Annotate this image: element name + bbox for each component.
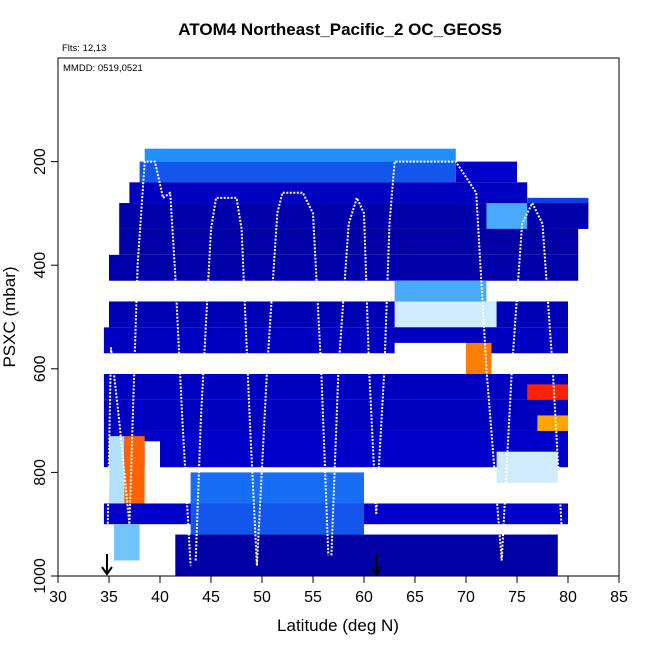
x-tick-label-10: 80 bbox=[559, 589, 577, 606]
x-tick-label-7: 65 bbox=[406, 589, 424, 606]
flight-track-4 bbox=[375, 160, 503, 561]
y-tick-label-1: 400 bbox=[32, 252, 49, 279]
x-tick-label-11: 85 bbox=[610, 589, 628, 606]
heatmap-cell-12 bbox=[103, 327, 569, 354]
date-annotation: MMDD: 0519,0521 bbox=[63, 63, 143, 74]
heatmap-cell-14 bbox=[466, 342, 492, 374]
y-tick-label-4: 1000 bbox=[32, 558, 49, 594]
heatmap-cell-9 bbox=[394, 280, 487, 302]
flights-annotation: Flts: 12,13 bbox=[62, 43, 106, 54]
heatmap-cell-0 bbox=[144, 148, 456, 162]
x-tick-label-2: 40 bbox=[151, 589, 169, 606]
x-tick-label-5: 55 bbox=[304, 589, 322, 606]
flight-track-5 bbox=[500, 202, 564, 561]
heatmap-cell-23 bbox=[496, 451, 558, 483]
heatmap-cell-3 bbox=[129, 182, 528, 204]
x-tick-label-6: 60 bbox=[355, 589, 373, 606]
x-axis: 30 35 40 45 50 55 60 65 70 75 80 85 bbox=[49, 576, 628, 606]
heatmap-cell-21 bbox=[124, 436, 145, 504]
x-tick-label-4: 50 bbox=[253, 589, 271, 606]
y-tick-label-2: 600 bbox=[32, 355, 49, 382]
arrow-marker-layer bbox=[101, 554, 383, 576]
y-axis-label: PSXC (mbar) bbox=[0, 266, 19, 367]
heatmap-cell-26 bbox=[190, 503, 364, 535]
heatmap-cell-15 bbox=[103, 373, 569, 400]
heatmap-cell-24 bbox=[190, 472, 364, 504]
y-tick-label-0: 200 bbox=[32, 148, 49, 175]
y-axis: 200 400 600 800 1000 bbox=[32, 58, 59, 594]
heatmap-cell-28 bbox=[175, 534, 558, 576]
down-arrow-marker-0 bbox=[101, 554, 113, 576]
chart-title: ATOM4 Northeast_Pacific_2 OC_GEOS5 bbox=[178, 20, 501, 39]
y-tick-label-3: 800 bbox=[32, 459, 49, 486]
heatmap-cell-1 bbox=[139, 161, 456, 183]
x-tick-label-1: 35 bbox=[100, 589, 118, 606]
x-axis-label: Latitude (deg N) bbox=[277, 616, 399, 635]
heatmap-cell-13 bbox=[394, 342, 466, 374]
x-tick-label-3: 45 bbox=[202, 589, 220, 606]
flight-track-1 bbox=[194, 196, 258, 566]
flight-track-0 bbox=[106, 160, 192, 566]
flight-track-2 bbox=[255, 191, 330, 566]
heatmap-layer bbox=[103, 148, 589, 576]
heatmap-cell-6 bbox=[486, 203, 528, 229]
down-arrow-marker-1 bbox=[370, 554, 383, 576]
heatmap-cell-17 bbox=[103, 399, 569, 431]
x-tick-label-8: 70 bbox=[457, 589, 475, 606]
heatmap-cell-2 bbox=[455, 161, 517, 183]
flight-track-layer bbox=[106, 160, 564, 566]
x-tick-label-9: 75 bbox=[508, 589, 526, 606]
heatmap-cell-20 bbox=[109, 436, 125, 504]
heatmap-cell-27 bbox=[114, 524, 140, 561]
heatmap-cell-11 bbox=[394, 301, 497, 328]
x-tick-label-0: 30 bbox=[49, 589, 67, 606]
heatmap-cell-8 bbox=[109, 254, 579, 281]
heatmap-cell-22 bbox=[144, 441, 160, 504]
flight-track-3 bbox=[330, 196, 378, 556]
